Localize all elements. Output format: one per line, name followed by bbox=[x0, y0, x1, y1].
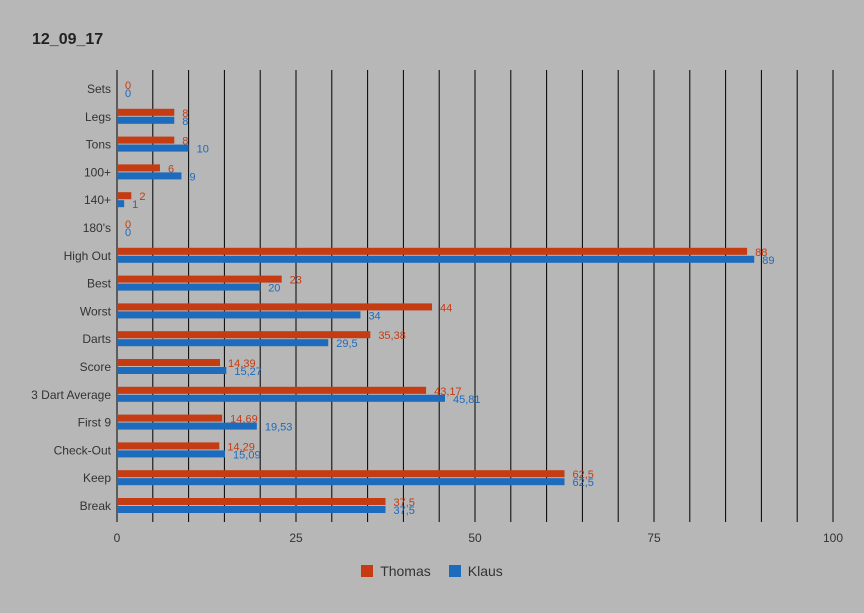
data-label-thomas: 8 bbox=[182, 136, 188, 148]
bar-klaus bbox=[117, 450, 226, 458]
category-label: Worst bbox=[80, 304, 112, 318]
bar-thomas bbox=[117, 164, 160, 172]
data-label-thomas: 14,29 bbox=[227, 441, 255, 453]
legend-swatch-thomas bbox=[361, 565, 374, 577]
category-label: Keep bbox=[83, 471, 111, 485]
chart-title: 12_09_17 bbox=[32, 31, 104, 48]
category-label: 140+ bbox=[84, 193, 111, 207]
bar-thomas bbox=[117, 498, 386, 505]
data-label-klaus: 0 bbox=[125, 227, 131, 239]
chart-legend: Thomas Klaus bbox=[0, 563, 864, 579]
data-label-thomas: 8 bbox=[182, 108, 188, 120]
category-label: 100+ bbox=[84, 165, 111, 179]
x-tick-label: 100 bbox=[823, 531, 843, 545]
data-label-klaus: 20 bbox=[268, 283, 280, 295]
legend-item-thomas[interactable]: Thomas bbox=[361, 563, 431, 579]
legend-label-thomas: Thomas bbox=[380, 563, 431, 579]
category-label: Legs bbox=[85, 110, 111, 124]
bar-thomas bbox=[117, 275, 282, 283]
data-label-klaus: 37,5 bbox=[394, 505, 415, 517]
bar-klaus bbox=[117, 339, 329, 347]
bar-thomas bbox=[117, 470, 565, 478]
category-label: 3 Dart Average bbox=[31, 388, 111, 402]
category-label: Break bbox=[80, 499, 112, 513]
category-label: Sets bbox=[87, 82, 111, 96]
data-label-thomas: 0 bbox=[125, 80, 131, 92]
data-label-thomas: 88 bbox=[755, 247, 767, 259]
category-label: Best bbox=[87, 277, 112, 291]
bar-thomas bbox=[117, 414, 223, 422]
data-label-thomas: 6 bbox=[168, 163, 174, 175]
x-tick-label: 0 bbox=[114, 531, 121, 545]
bar-klaus bbox=[117, 367, 227, 374]
data-label-klaus: 15,09 bbox=[233, 449, 261, 461]
data-label-klaus: 15,27 bbox=[234, 366, 262, 378]
bar-klaus bbox=[117, 200, 125, 208]
bar-thomas bbox=[117, 386, 427, 394]
data-label-klaus: 19,53 bbox=[265, 422, 293, 434]
data-label-klaus: 45,81 bbox=[453, 394, 481, 406]
legend-item-klaus[interactable]: Klaus bbox=[448, 563, 503, 579]
category-label: Darts bbox=[82, 332, 111, 346]
bar-thomas bbox=[117, 247, 748, 255]
bar-thomas bbox=[117, 331, 371, 339]
category-label: Tons bbox=[86, 138, 111, 152]
bar-thomas bbox=[117, 442, 220, 450]
bar-klaus bbox=[117, 422, 257, 430]
data-label-thomas: 62,5 bbox=[573, 469, 594, 481]
bar-klaus bbox=[117, 116, 175, 124]
x-tick-label: 25 bbox=[289, 531, 303, 545]
category-label: High Out bbox=[64, 249, 112, 263]
data-label-klaus: 1 bbox=[132, 199, 138, 211]
bar-thomas bbox=[117, 136, 175, 144]
bar-thomas bbox=[117, 108, 175, 116]
data-label-klaus: 34 bbox=[368, 310, 380, 322]
category-label: Score bbox=[80, 360, 112, 374]
bar-thomas bbox=[117, 359, 221, 366]
data-label-thomas: 0 bbox=[125, 219, 131, 231]
bar-klaus bbox=[117, 172, 182, 180]
category-label: First 9 bbox=[78, 416, 112, 430]
bar-klaus bbox=[117, 506, 386, 513]
bar-klaus bbox=[117, 478, 565, 486]
bar-thomas bbox=[117, 192, 132, 200]
bar-klaus bbox=[117, 144, 189, 152]
legend-label-klaus: Klaus bbox=[467, 563, 503, 579]
data-label-klaus: 8 bbox=[182, 116, 188, 128]
x-tick-label: 50 bbox=[468, 531, 482, 545]
bar-klaus bbox=[117, 283, 261, 291]
category-label: 180's bbox=[83, 221, 111, 235]
data-label-klaus: 9 bbox=[189, 171, 195, 183]
x-tick-label: 75 bbox=[647, 531, 661, 545]
bar-klaus bbox=[117, 394, 445, 402]
data-label-thomas: 37,5 bbox=[394, 497, 415, 509]
data-label-klaus: 62,5 bbox=[573, 477, 594, 489]
data-label-thomas: 23 bbox=[290, 275, 302, 287]
data-label-thomas: 14,39 bbox=[228, 358, 256, 370]
bar-klaus bbox=[117, 255, 755, 263]
bar-thomas bbox=[117, 303, 433, 311]
data-label-klaus: 10 bbox=[197, 144, 209, 156]
data-label-thomas: 2 bbox=[139, 191, 145, 203]
data-label-klaus: 89 bbox=[762, 255, 774, 267]
legend-swatch-klaus bbox=[448, 565, 461, 577]
data-label-klaus: 29,5 bbox=[336, 338, 357, 350]
data-label-klaus: 0 bbox=[125, 88, 131, 100]
category-label: Check-Out bbox=[54, 443, 112, 457]
data-label-thomas: 35,38 bbox=[378, 330, 406, 342]
bar-klaus bbox=[117, 311, 361, 319]
data-label-thomas: 44 bbox=[440, 302, 452, 314]
